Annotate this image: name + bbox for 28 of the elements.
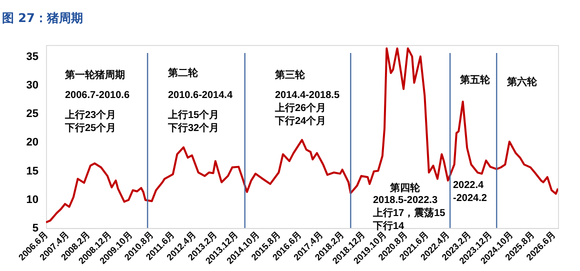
annotation: 上行17，震荡15	[372, 207, 446, 219]
y-tick-label: 35	[26, 50, 38, 63]
y-tick-label: 10	[26, 194, 38, 206]
chart-title: 图 27：猪周期	[2, 11, 83, 25]
annotation: 2006.7-2010.6	[65, 90, 130, 101]
annotation: -2024.2	[453, 193, 488, 204]
annotation: 上行15个月	[167, 109, 220, 121]
annotation: 2022.4	[453, 180, 484, 191]
annotation: 2018.5-2022.3	[373, 195, 438, 206]
y-tick-label: 20	[26, 136, 38, 149]
annotation: 第六轮	[506, 76, 538, 88]
annotation: 上行26个月	[274, 102, 326, 114]
annotation: 第一轮猪周期	[64, 69, 125, 81]
annotation: 上行23个月	[64, 109, 116, 121]
annotation: 第三轮	[274, 69, 306, 81]
annotation: 下行24个月	[274, 115, 326, 127]
annotation: 下行14	[372, 220, 405, 232]
y-tick-label: 5	[32, 222, 38, 234]
annotation: 第四轮	[389, 182, 421, 194]
y-tick-label: 15	[26, 165, 38, 178]
y-tick-label: 30	[26, 80, 38, 92]
annotation: 2014.4-2018.5	[275, 90, 340, 101]
annotation: 第五轮	[459, 74, 491, 86]
annotation: 下行32个月	[167, 122, 220, 134]
annotation: 2010.6-2014.4	[168, 90, 233, 101]
y-tick-label: 25	[26, 108, 38, 120]
annotation: 下行25个月	[64, 122, 116, 134]
annotation: 第二轮	[167, 67, 199, 79]
